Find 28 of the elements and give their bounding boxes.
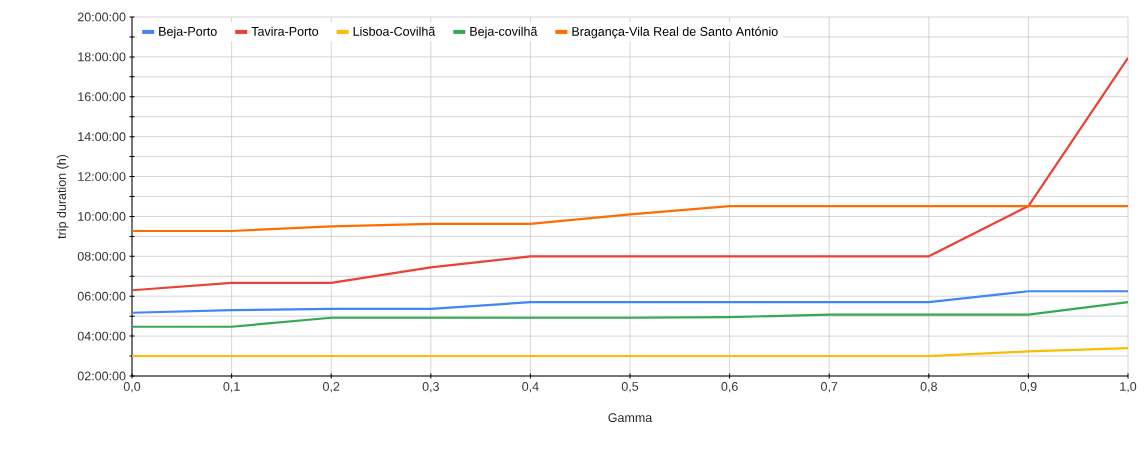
y-tick-label: 02:00:00	[77, 371, 126, 381]
legend-label: Tavira-Porto	[251, 26, 319, 36]
y-tick-label: 12:00:00	[78, 172, 126, 181]
y-tick-label: 10:00:00	[78, 212, 126, 221]
x-tick-label: 0,4	[522, 382, 539, 393]
y-tick-label: 16:00:00	[78, 92, 126, 102]
y-tick-label: 04:00:00	[77, 331, 126, 341]
x-tick-label: 0,8	[920, 382, 937, 393]
y-tick-label: 18:00:00	[78, 52, 126, 62]
legend-label: Beja-Porto	[159, 26, 217, 39]
x-axis-title: Gamma	[608, 413, 653, 423]
x-tick-label: 0,2	[323, 382, 340, 393]
x-tick-label: 0,6	[721, 382, 738, 393]
x-tick-label: 0,9	[1020, 382, 1037, 393]
x-tick-label: 0,1	[223, 382, 240, 393]
x-tick-label: 1,0	[1120, 382, 1137, 393]
legend-label: Beja-covilhã	[470, 26, 538, 39]
y-axis-title: trip duration (h)	[56, 154, 69, 239]
y-tick-label: 14:00:00	[78, 132, 126, 142]
x-tick-label: 0,0	[123, 382, 141, 393]
legend-label: Bragança-Vila Real de Santo António	[572, 26, 778, 39]
x-tick-label: 0,5	[621, 382, 639, 393]
legend-label: Lisboa-Covilhã	[353, 26, 436, 36]
y-tick-label: 20:00:00	[77, 12, 126, 22]
x-tick-label: 0,7	[821, 382, 838, 393]
y-tick-label: 06:00:00	[77, 291, 126, 301]
y-tick-label: 08:00:00	[77, 251, 126, 261]
x-tick-label: 0,3	[422, 382, 439, 393]
